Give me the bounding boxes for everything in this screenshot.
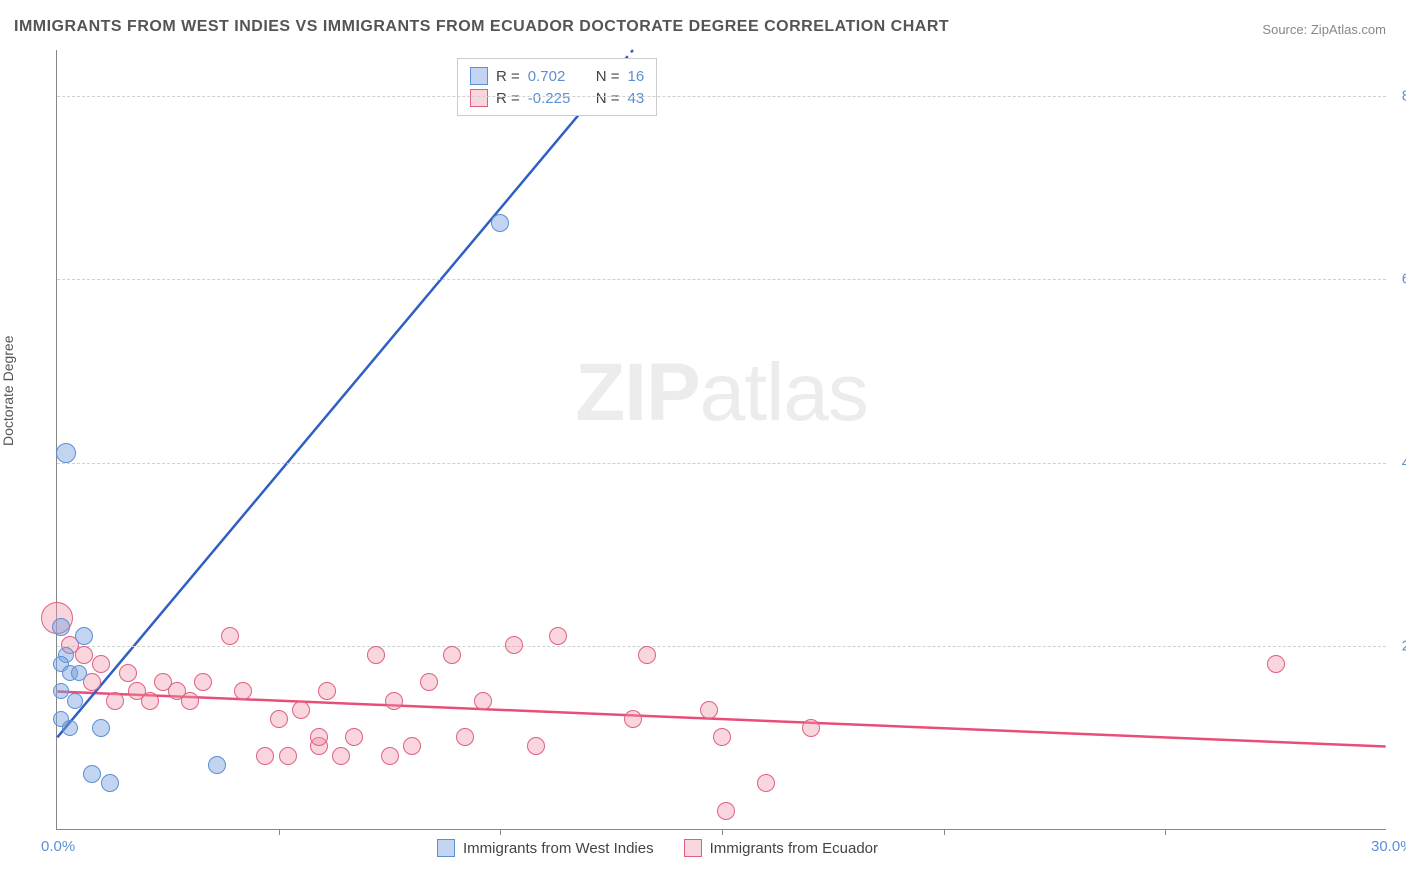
r-label: R =	[496, 68, 520, 85]
r-value-blue: 0.702	[528, 68, 588, 85]
legend-swatch-pink	[684, 839, 702, 857]
pink-point	[106, 692, 124, 710]
source-attribution: Source: ZipAtlas.com	[1262, 22, 1386, 37]
x-minor-tick	[944, 829, 945, 835]
pink-point	[234, 682, 252, 700]
y-axis-label: Doctorate Degree	[0, 335, 16, 446]
pink-point	[403, 737, 421, 755]
blue-point	[83, 765, 101, 783]
pink-point	[92, 655, 110, 673]
pink-point	[549, 627, 567, 645]
blue-point	[71, 665, 87, 681]
ytick-label: 2.0%	[1392, 638, 1406, 655]
legend-swatch-blue	[437, 839, 455, 857]
x-minor-tick	[722, 829, 723, 835]
pink-point	[757, 774, 775, 792]
blue-point	[491, 214, 509, 232]
n-label: N =	[596, 90, 620, 107]
xtick-label: 0.0%	[41, 838, 75, 855]
r-value-pink: -0.225	[528, 90, 588, 107]
gridline	[57, 96, 1386, 97]
pink-point	[279, 747, 297, 765]
pink-point	[141, 692, 159, 710]
stats-row-blue: R = 0.702 N = 16	[470, 65, 644, 87]
pink-point	[270, 710, 288, 728]
legend-label-pink: Immigrants from Ecuador	[710, 840, 878, 857]
pink-point	[332, 747, 350, 765]
blue-point	[62, 720, 78, 736]
chart-title: IMMIGRANTS FROM WEST INDIES VS IMMIGRANT…	[14, 18, 949, 36]
pink-point	[420, 673, 438, 691]
series-legend: Immigrants from West Indies Immigrants f…	[437, 839, 878, 857]
stats-legend: R = 0.702 N = 16 R = -0.225 N = 43	[457, 58, 657, 116]
pink-point	[367, 646, 385, 664]
stats-row-pink: R = -0.225 N = 43	[470, 87, 644, 109]
blue-point	[75, 627, 93, 645]
pink-point	[292, 701, 310, 719]
ytick-label: 8.0%	[1392, 87, 1406, 104]
pink-point	[474, 692, 492, 710]
r-label: R =	[496, 90, 520, 107]
legend-label-blue: Immigrants from West Indies	[463, 840, 654, 857]
n-value-blue: 16	[628, 68, 645, 85]
pink-point	[527, 737, 545, 755]
chart-plot-area: ZIPatlas R = 0.702 N = 16 R = -0.225 N =…	[56, 50, 1386, 830]
pink-point	[318, 682, 336, 700]
blue-point	[208, 756, 226, 774]
pink-point	[381, 747, 399, 765]
pink-point	[443, 646, 461, 664]
pink-point	[221, 627, 239, 645]
source-label: Source:	[1262, 22, 1307, 37]
pink-point	[119, 664, 137, 682]
legend-item-blue: Immigrants from West Indies	[437, 839, 654, 857]
pink-point	[310, 728, 328, 746]
n-value-pink: 43	[628, 90, 645, 107]
pink-point	[638, 646, 656, 664]
xtick-label: 30.0%	[1371, 838, 1406, 855]
swatch-blue	[470, 67, 488, 85]
regression-lines-layer	[57, 50, 1386, 829]
pink-point	[181, 692, 199, 710]
ytick-label: 4.0%	[1392, 454, 1406, 471]
pink-point	[75, 646, 93, 664]
x-minor-tick	[1165, 829, 1166, 835]
blue-point	[92, 719, 110, 737]
pink-point	[700, 701, 718, 719]
pink-point	[717, 802, 735, 820]
pink-point	[802, 719, 820, 737]
swatch-pink	[470, 89, 488, 107]
ytick-label: 6.0%	[1392, 271, 1406, 288]
gridline	[57, 646, 1386, 647]
gridline	[57, 463, 1386, 464]
blue-point	[56, 443, 76, 463]
pink-point	[256, 747, 274, 765]
x-minor-tick	[500, 829, 501, 835]
n-label: N =	[596, 68, 620, 85]
pink-point	[713, 728, 731, 746]
pink-point	[194, 673, 212, 691]
blue-point	[52, 618, 70, 636]
source-name: ZipAtlas.com	[1311, 22, 1386, 37]
gridline	[57, 279, 1386, 280]
blue-point	[101, 774, 119, 792]
blue-point	[67, 693, 83, 709]
pink-point	[456, 728, 474, 746]
pink-point	[345, 728, 363, 746]
legend-item-pink: Immigrants from Ecuador	[684, 839, 878, 857]
pink-point	[505, 636, 523, 654]
pink-point	[624, 710, 642, 728]
x-minor-tick	[279, 829, 280, 835]
pink-point	[1267, 655, 1285, 673]
pink-point	[385, 692, 403, 710]
